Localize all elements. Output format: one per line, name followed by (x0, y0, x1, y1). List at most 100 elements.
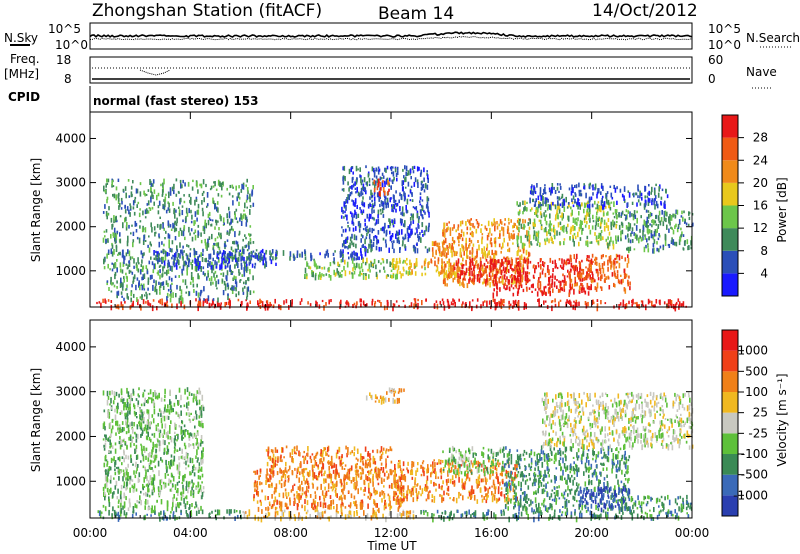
power-panel-cell (583, 208, 585, 214)
power-panel-cell (426, 174, 429, 180)
power-panel-cell (450, 266, 452, 272)
velocity-panel-cell (297, 516, 300, 521)
power-panel-cell (578, 211, 580, 216)
velocity-panel-cell (104, 472, 107, 479)
power-panel-cell (394, 199, 397, 202)
power-panel-cell (174, 254, 176, 261)
power-panel-cell (173, 189, 175, 195)
power-panel-cell (245, 244, 248, 248)
power-panel-cell (244, 213, 246, 216)
power-panel-cell (601, 263, 604, 269)
power-panel-cell (504, 288, 507, 291)
power-panel-cell (361, 268, 364, 273)
power-panel-cell (264, 305, 267, 311)
power-panel-cell (566, 230, 568, 234)
power-panel-cell (249, 209, 251, 215)
power-panel-cell (221, 263, 223, 269)
power-panel-cell (105, 211, 108, 217)
power-panel-cell (217, 256, 220, 260)
power-panel-cell (557, 288, 560, 293)
power-panel-cell (498, 300, 500, 304)
velocity-panel-cell (102, 390, 105, 396)
power-panel-cell (598, 232, 600, 238)
power-panel-cell (677, 223, 680, 228)
power-panel-cell (583, 287, 585, 293)
power-panel-cell (539, 272, 542, 279)
power-panel-cell (252, 275, 254, 281)
power-panel-cell (633, 192, 635, 198)
power-panel-cell (121, 269, 124, 274)
power-panel-cell (195, 298, 197, 302)
power-panel-cell (145, 193, 148, 196)
velocity-panel-cell (151, 491, 154, 496)
power-panel-cell (130, 290, 133, 294)
power-panel-cell (205, 245, 207, 249)
velocity-panel-cell (484, 514, 486, 517)
power-panel-cell (323, 305, 325, 311)
power-panel-cell (262, 259, 264, 266)
power-panel-cell (630, 232, 632, 237)
power-panel-cell (411, 269, 413, 275)
power-panel-cell (532, 265, 535, 269)
power-panel-cell (460, 254, 463, 258)
power-panel-cell (379, 269, 381, 273)
power-panel-cell (351, 199, 353, 202)
power-panel-cell (444, 281, 446, 287)
power-panel-cell (406, 198, 409, 205)
velocity-panel-cell (192, 489, 195, 494)
power-panel-cell (581, 259, 583, 263)
power-panel-cell (416, 248, 419, 254)
power-panel-cell (393, 248, 395, 254)
power-panel-cell (219, 234, 221, 238)
power-panel-cell (589, 182, 591, 186)
power-panel-cell (178, 212, 181, 217)
power-panel-cell (645, 244, 647, 249)
power-panel-cell (572, 264, 575, 271)
power-panel-cell (143, 273, 146, 279)
power-panel-cell (198, 297, 201, 301)
power-panel-cell (202, 190, 205, 194)
velocity-panel-cell (471, 513, 474, 516)
power-panel-cell (443, 274, 445, 279)
power-panel-cell (141, 294, 143, 300)
power-panel-cell (465, 237, 467, 244)
power-panel-cell (152, 269, 155, 274)
power-panel-cell (539, 193, 542, 197)
power-panel-cell (110, 300, 113, 303)
power-panel-cell (434, 240, 437, 246)
power-panel-cell (613, 224, 615, 228)
power-panel-cell (250, 257, 252, 260)
velocity-panel-cell (146, 437, 148, 441)
velocity-panel-cell (199, 421, 201, 427)
power-panel-cell (206, 205, 208, 208)
power-panel-cell (519, 269, 521, 274)
power-panel-cell (167, 262, 169, 269)
power-panel-cell (644, 195, 646, 199)
power-panel-cell (343, 216, 345, 219)
power-panel-cell (595, 262, 598, 266)
velocity-panel-cell (128, 476, 131, 481)
velocity-panel-cell (570, 514, 573, 519)
velocity-panel-cell (109, 390, 111, 396)
power-panel-cell (371, 178, 374, 181)
power-panel-cell (144, 227, 147, 233)
power-panel-cell (579, 272, 581, 276)
power-panel-cell (125, 225, 128, 231)
power-panel-cell (610, 264, 612, 270)
power-panel-cell (646, 195, 649, 198)
power-panel-cell (327, 253, 329, 258)
power-panel-cell (368, 274, 370, 279)
velocity-panel-cell (103, 421, 106, 425)
power-panel-cell (171, 256, 173, 260)
power-panel-cell (445, 248, 447, 251)
power-panel-cell (626, 247, 628, 251)
power-panel-cell (496, 282, 498, 289)
power-panel-cell (165, 250, 167, 257)
power-panel-cell (494, 302, 497, 306)
power-panel-cell (163, 178, 165, 185)
power-panel-cell (447, 273, 450, 278)
power-panel-cell (226, 275, 228, 282)
power-panel-cell (475, 255, 478, 259)
power-panel-cell (476, 278, 479, 282)
power-panel-cell (182, 279, 184, 283)
